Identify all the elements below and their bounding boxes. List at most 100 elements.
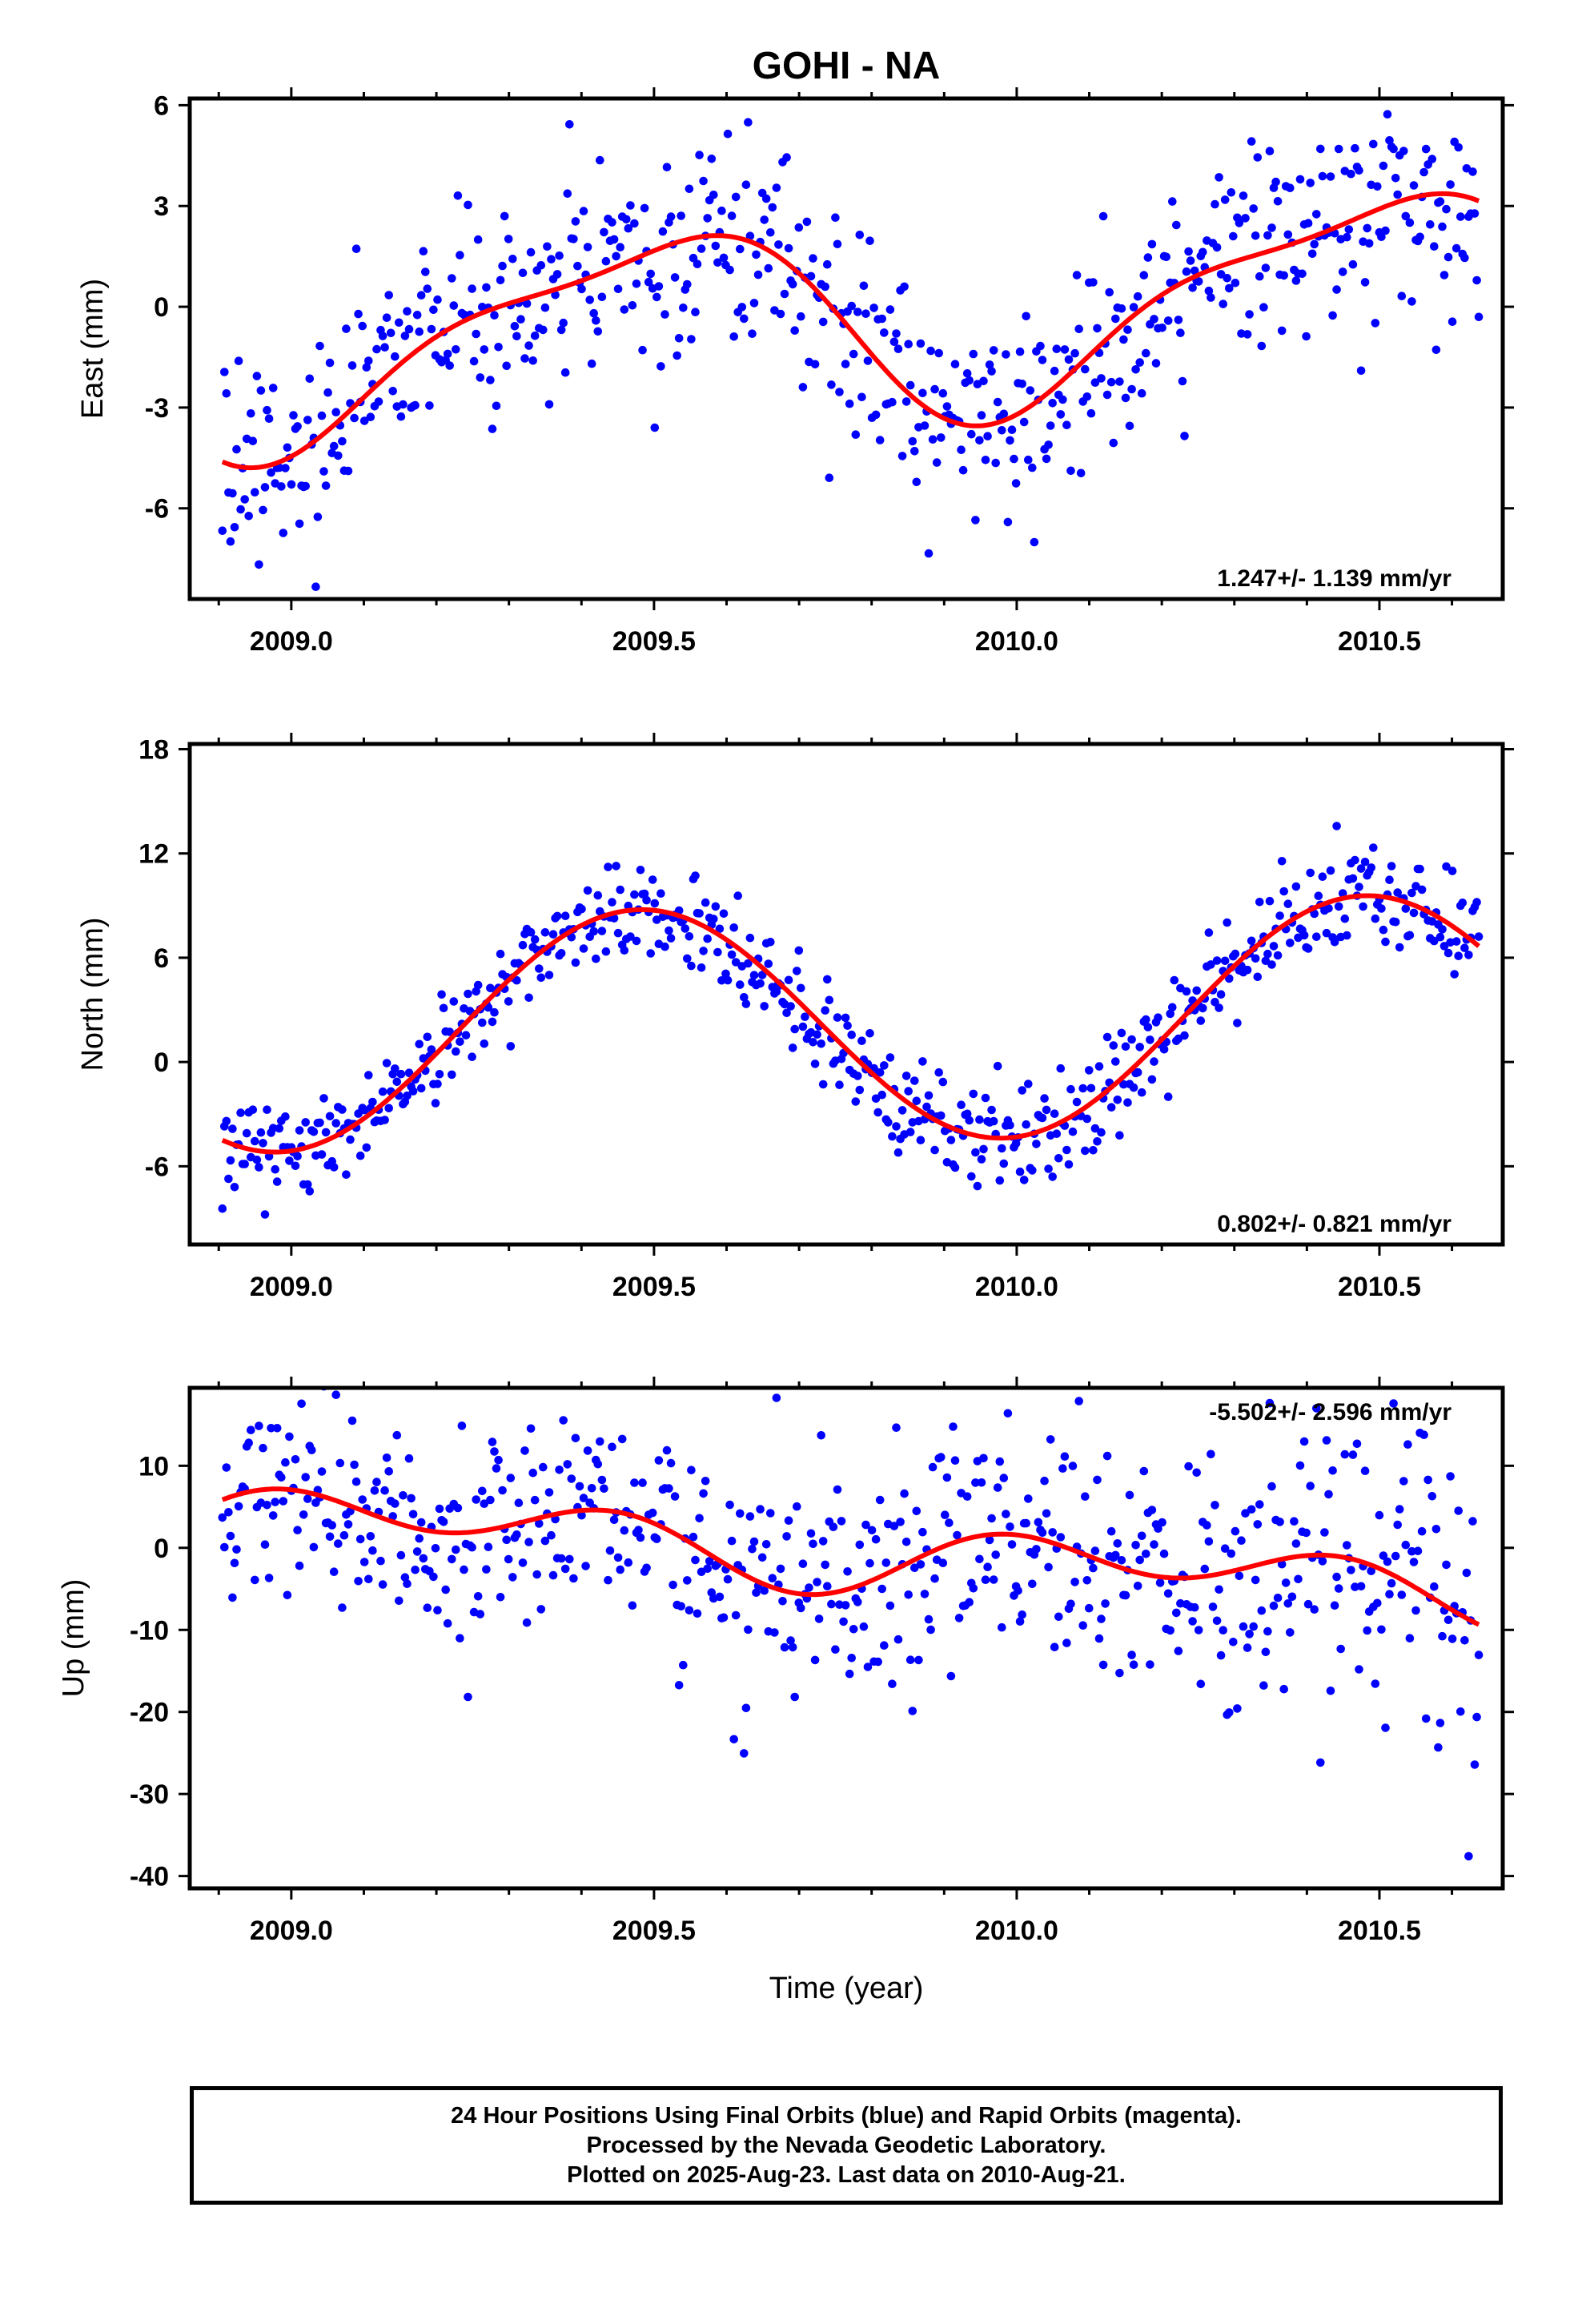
up-data-point [693, 1609, 702, 1618]
east-data-point [480, 345, 489, 354]
north-data-point [764, 959, 773, 968]
up-data-point [1409, 1558, 1419, 1566]
east-data-point [366, 412, 375, 421]
up-data-point [583, 1446, 592, 1455]
up-data-point [829, 1522, 838, 1531]
east-data-point [1381, 226, 1390, 235]
east-data-point [810, 360, 820, 369]
up-data-point [1154, 1524, 1162, 1533]
up-data-point [995, 1457, 1005, 1466]
up-data-point [343, 1520, 353, 1529]
north-data-point [396, 1069, 406, 1079]
north-data-point [1072, 1097, 1082, 1107]
east-data-point [1303, 219, 1313, 228]
east-data-point [1443, 252, 1453, 262]
east-data-point [717, 206, 726, 215]
up-data-point [1287, 1592, 1297, 1602]
up-data-point [938, 1558, 948, 1567]
up-data-point [1139, 1466, 1149, 1476]
up-data-point [926, 1625, 935, 1634]
north-data-point [431, 1099, 440, 1108]
north-data-point [835, 1080, 844, 1089]
up-data-point [520, 1446, 529, 1455]
east-data-point [500, 211, 509, 221]
east-data-point [957, 445, 966, 454]
up-data-point [1474, 1651, 1484, 1659]
east-data-point [403, 307, 412, 316]
north-data-point [979, 1144, 988, 1154]
up-data-point [788, 1642, 797, 1652]
east-data-point [869, 304, 878, 312]
east-data-point [388, 387, 398, 396]
up-data-point [1356, 1582, 1366, 1591]
up-data-point [1447, 1634, 1457, 1643]
up-data-point [486, 1495, 495, 1505]
east-data-point [904, 340, 913, 349]
east-data-point [766, 228, 775, 237]
north-data-point [1247, 936, 1256, 946]
north-data-point [608, 898, 616, 907]
east-data-point [571, 217, 580, 226]
up-data-point [1375, 1510, 1384, 1520]
up-data-point [837, 1517, 846, 1526]
up-data-point [1275, 1518, 1284, 1526]
up-x-tick-label: 2009.5 [612, 1916, 696, 1946]
up-data-point [889, 1522, 899, 1530]
east-data-point [707, 155, 717, 163]
north-data-point [1255, 898, 1264, 907]
north-data-point [1127, 1035, 1136, 1044]
east-data-point [723, 129, 733, 139]
up-data-point [1038, 1528, 1047, 1538]
up-data-point [378, 1580, 387, 1589]
up-data-point [835, 1600, 844, 1609]
up-data-point [488, 1437, 497, 1446]
east-data-point [1389, 144, 1398, 154]
east-data-point [579, 207, 588, 215]
north-data-point [331, 1119, 341, 1128]
up-data-point [1204, 1537, 1214, 1546]
up-data-point [247, 1425, 255, 1434]
north-data-point [1123, 1098, 1132, 1107]
east-data-point [1184, 247, 1193, 256]
east-data-point [1081, 364, 1090, 374]
up-data-point [628, 1601, 637, 1610]
east-data-point [496, 275, 505, 285]
up-data-point [1058, 1464, 1067, 1473]
up-data-point [351, 1477, 361, 1486]
north-data-point [461, 1031, 471, 1039]
north-data-point [1117, 1028, 1126, 1038]
east-data-point [1241, 214, 1250, 223]
up-data-point [575, 1482, 584, 1491]
east-data-point [1135, 358, 1144, 367]
north-data-point [506, 1042, 516, 1051]
up-data-point [1360, 1466, 1370, 1475]
up-data-point [845, 1669, 854, 1679]
north-data-point [1253, 972, 1263, 982]
east-data-point [613, 284, 623, 294]
east-data-point [252, 372, 262, 380]
north-data-point [355, 1151, 365, 1160]
east-data-point [1131, 365, 1140, 374]
north-y-tick-label: 0 [154, 1047, 169, 1078]
east-data-point [287, 480, 296, 489]
up-data-point [756, 1505, 765, 1514]
north-data-point [855, 1085, 865, 1095]
up-data-point [1363, 1626, 1371, 1635]
east-data-point [689, 253, 698, 263]
up-data-point [404, 1454, 414, 1463]
up-data-point [630, 1478, 639, 1487]
caption-box: 24 Hour Positions Using Final Orbits (bl… [190, 2086, 1503, 2205]
up-data-point [1295, 1461, 1305, 1470]
up-data-point [770, 1628, 779, 1637]
up-data-point [949, 1422, 958, 1431]
up-data-point [975, 1554, 984, 1564]
north-data-point [801, 1012, 809, 1021]
up-data-point [991, 1550, 1000, 1559]
up-data-point [875, 1495, 885, 1505]
up-data-point [620, 1526, 629, 1535]
north-data-point [1064, 1160, 1074, 1169]
north-data-point [1081, 1146, 1090, 1156]
east-data-point [740, 314, 749, 324]
east-data-point [693, 259, 702, 269]
east-data-point [1385, 136, 1394, 145]
